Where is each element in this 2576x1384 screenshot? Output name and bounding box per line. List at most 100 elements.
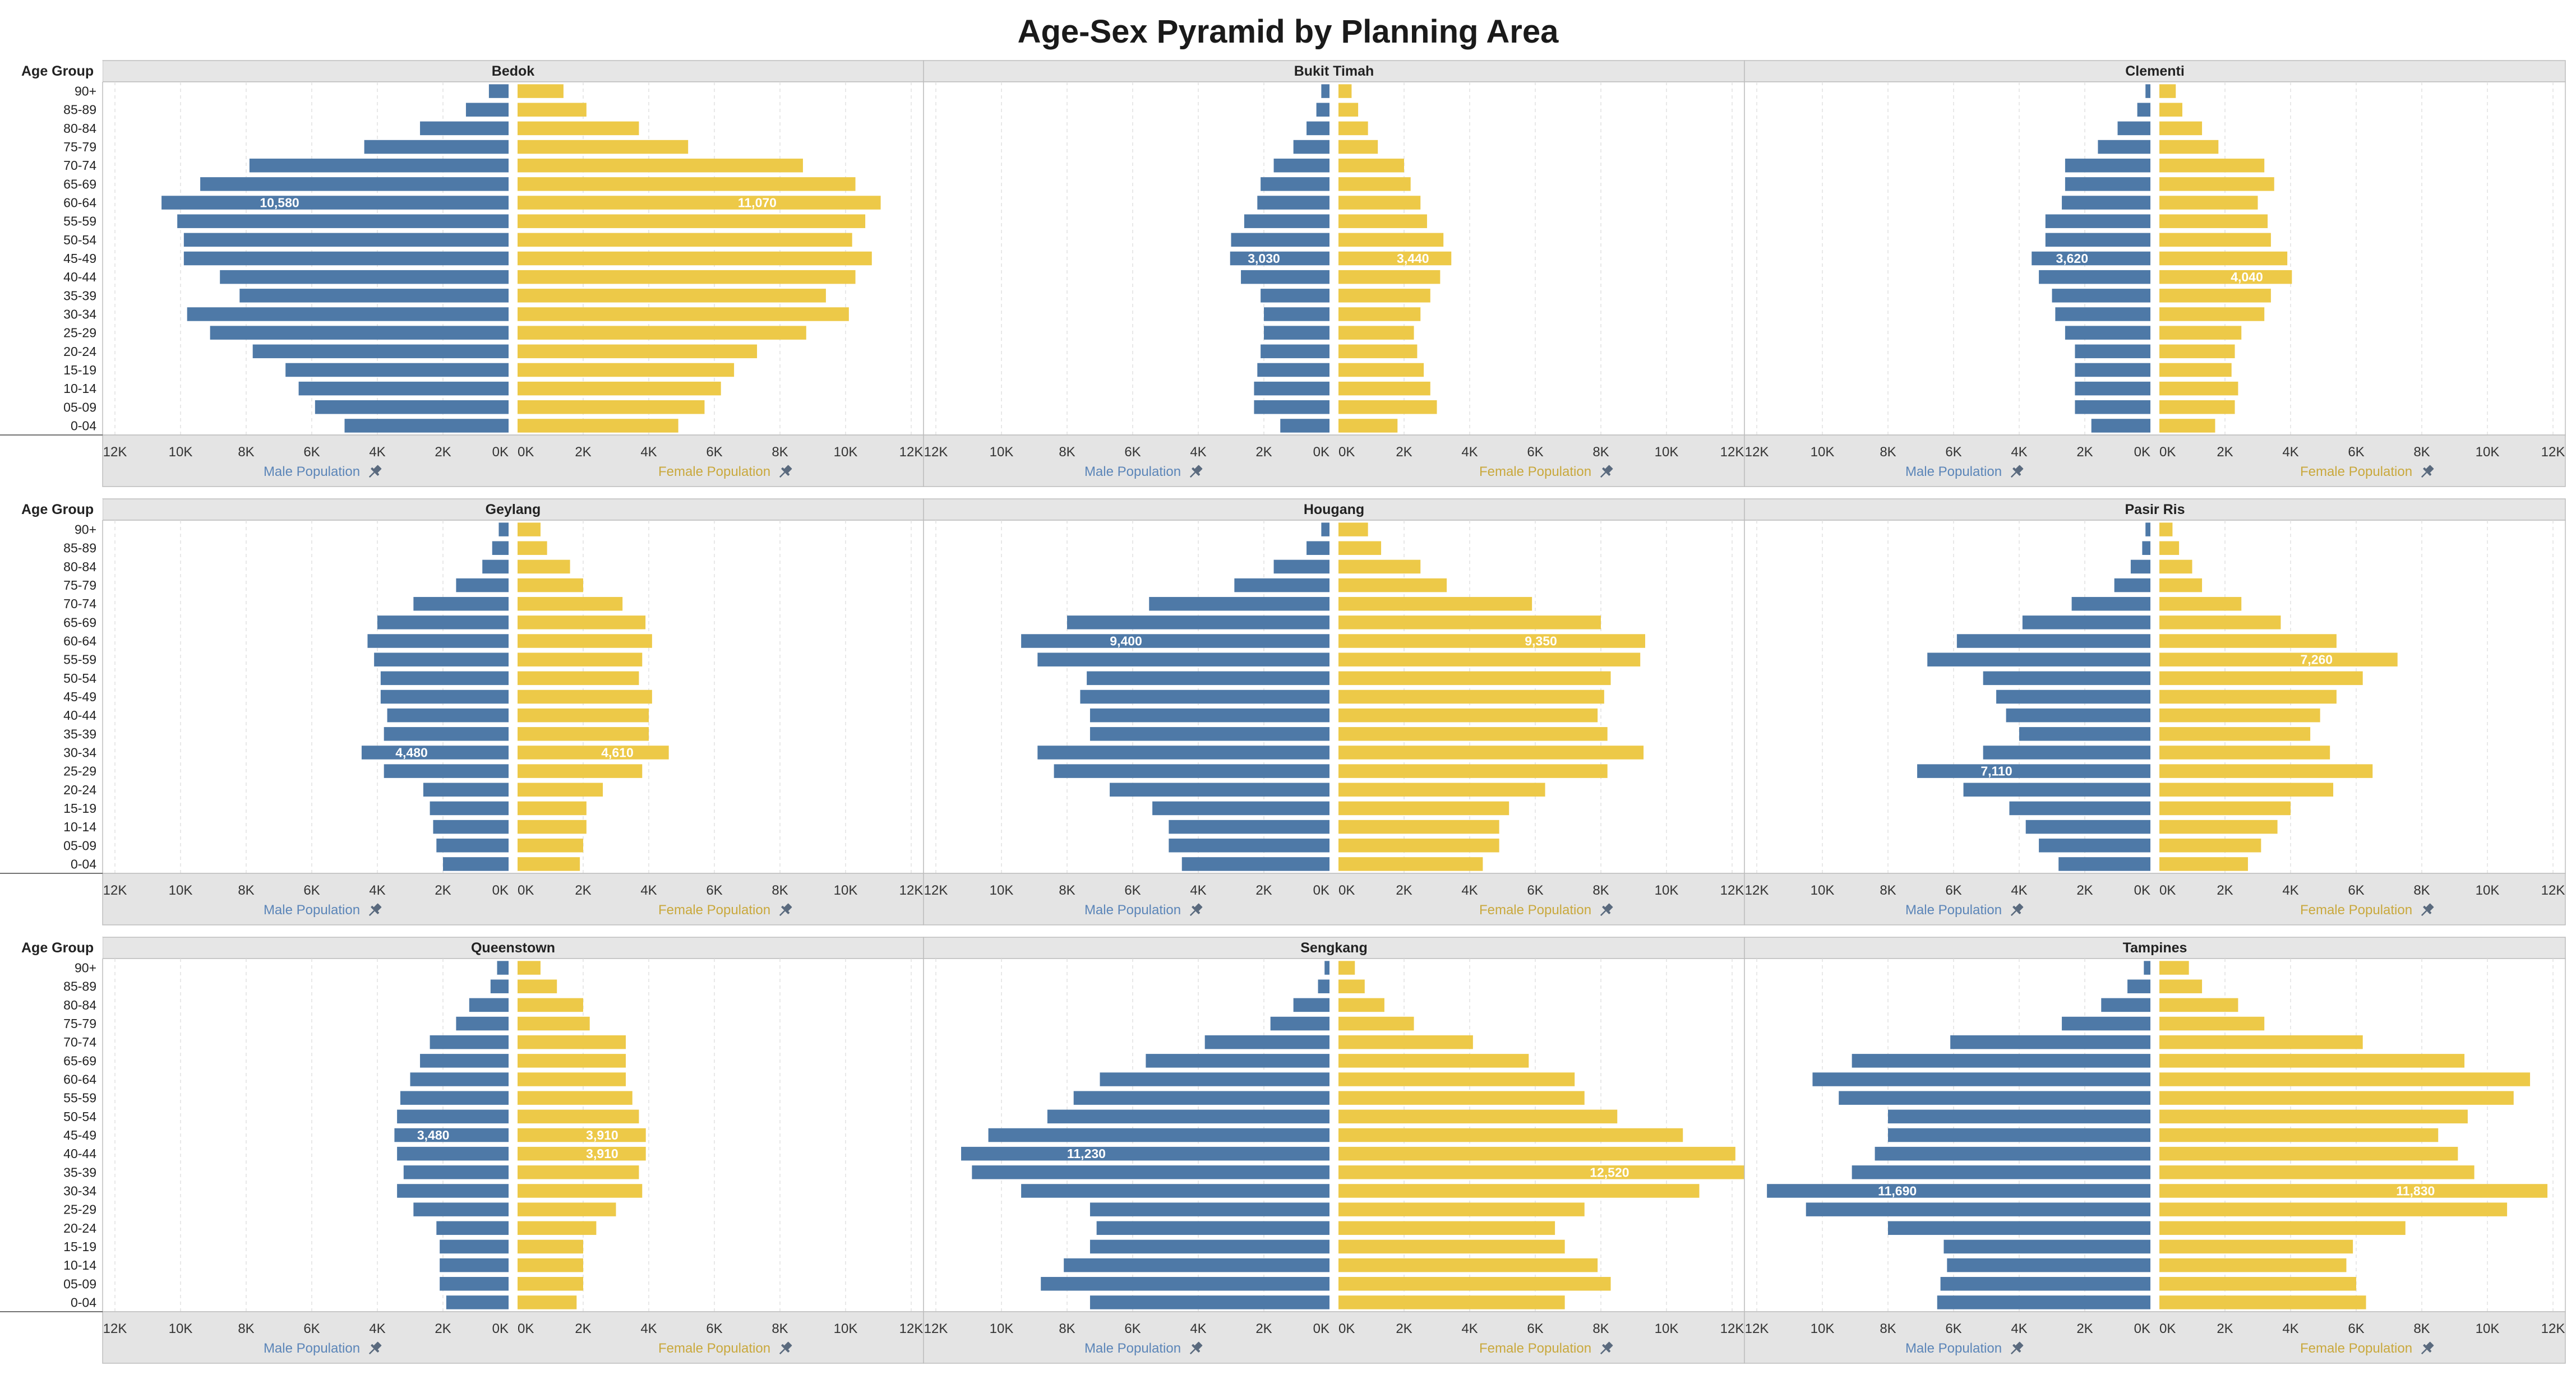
- female-bar[interactable]: [518, 251, 872, 266]
- male-bar[interactable]: [400, 1091, 509, 1105]
- male-bar[interactable]: [1181, 857, 1329, 871]
- male-bar[interactable]: [1261, 177, 1329, 191]
- male-bar[interactable]: [1090, 727, 1329, 741]
- female-bar[interactable]: [518, 652, 643, 666]
- female-bar[interactable]: [518, 363, 735, 377]
- female-bar[interactable]: [518, 559, 570, 574]
- male-bar[interactable]: [380, 671, 509, 686]
- male-bar[interactable]: [298, 381, 509, 396]
- male-bar[interactable]: [285, 363, 509, 377]
- female-bar[interactable]: [2159, 344, 2235, 359]
- female-bar[interactable]: [1338, 1072, 1575, 1086]
- female-bar[interactable]: [1338, 307, 1421, 321]
- female-bar[interactable]: [2159, 979, 2203, 993]
- female-bar[interactable]: [518, 857, 580, 871]
- male-bar[interactable]: [1264, 326, 1329, 340]
- male-bar[interactable]: [1264, 307, 1329, 321]
- male-bar[interactable]: [1273, 559, 1329, 574]
- female-bar[interactable]: [1338, 363, 1424, 377]
- female-bar[interactable]: [1338, 140, 1378, 154]
- female-bar[interactable]: [1338, 578, 1447, 593]
- female-bar[interactable]: [518, 979, 557, 993]
- female-bar[interactable]: [518, 596, 623, 611]
- female-bar[interactable]: [518, 727, 649, 741]
- female-bar[interactable]: [2159, 84, 2176, 98]
- male-bar[interactable]: [456, 578, 509, 593]
- male-bar[interactable]: [384, 764, 509, 778]
- female-bar[interactable]: [518, 121, 639, 136]
- male-bar[interactable]: [361, 746, 509, 760]
- female-bar[interactable]: [518, 801, 587, 816]
- male-bar[interactable]: [1273, 158, 1329, 173]
- female-bar[interactable]: [2159, 103, 2182, 117]
- male-bar[interactable]: [1090, 1202, 1329, 1216]
- female-bar[interactable]: [2159, 233, 2271, 247]
- male-bar[interactable]: [1812, 1072, 2150, 1086]
- male-bar[interactable]: [1067, 615, 1329, 629]
- female-bar[interactable]: [1338, 1128, 1683, 1142]
- male-bar[interactable]: [2006, 708, 2150, 723]
- male-bar[interactable]: [1950, 1035, 2150, 1049]
- female-bar[interactable]: [1338, 961, 1355, 975]
- male-bar[interactable]: [2075, 381, 2150, 396]
- male-bar[interactable]: [2142, 541, 2150, 555]
- female-bar[interactable]: [1338, 541, 1382, 555]
- female-bar[interactable]: [2159, 857, 2248, 871]
- female-bar[interactable]: [2159, 1109, 2468, 1124]
- male-bar[interactable]: [420, 1054, 509, 1068]
- male-bar[interactable]: [2091, 419, 2150, 433]
- female-bar[interactable]: [518, 578, 583, 593]
- pin-icon[interactable]: [1597, 1340, 1614, 1357]
- female-bar[interactable]: [2159, 1165, 2475, 1179]
- female-bar[interactable]: [1338, 596, 1532, 611]
- male-bar[interactable]: [2075, 400, 2150, 414]
- female-bar[interactable]: [2159, 1295, 2366, 1309]
- male-bar[interactable]: [397, 1184, 509, 1198]
- pin-icon[interactable]: [366, 1340, 383, 1357]
- female-bar[interactable]: [2159, 689, 2337, 704]
- female-bar[interactable]: [1338, 196, 1421, 210]
- male-bar[interactable]: [436, 839, 509, 853]
- male-bar[interactable]: [183, 233, 509, 247]
- female-bar[interactable]: [1338, 1016, 1414, 1031]
- male-bar[interactable]: [315, 400, 509, 414]
- male-bar[interactable]: [200, 177, 509, 191]
- male-bar[interactable]: [1947, 1258, 2150, 1272]
- male-bar[interactable]: [2137, 103, 2150, 117]
- female-bar[interactable]: [2159, 289, 2271, 303]
- male-bar[interactable]: [1839, 1091, 2150, 1105]
- female-bar[interactable]: [518, 419, 678, 433]
- male-bar[interactable]: [430, 1035, 509, 1049]
- male-bar[interactable]: [1875, 1146, 2150, 1161]
- female-bar[interactable]: [1338, 1109, 1618, 1124]
- female-bar[interactable]: [2159, 196, 2258, 210]
- female-bar[interactable]: [1338, 400, 1437, 414]
- male-bar[interactable]: [1324, 961, 1329, 975]
- male-bar[interactable]: [423, 783, 509, 797]
- male-bar[interactable]: [252, 344, 509, 359]
- female-bar[interactable]: [518, 1221, 597, 1235]
- female-bar[interactable]: [518, 381, 721, 396]
- male-bar[interactable]: [1152, 801, 1329, 816]
- female-bar[interactable]: [518, 1277, 583, 1291]
- male-bar[interactable]: [1090, 708, 1329, 723]
- female-bar[interactable]: [2159, 381, 2238, 396]
- male-bar[interactable]: [1280, 419, 1329, 433]
- female-bar[interactable]: [518, 326, 806, 340]
- female-bar[interactable]: [2159, 961, 2189, 975]
- male-bar[interactable]: [1261, 344, 1329, 359]
- male-bar[interactable]: [497, 961, 509, 975]
- female-bar[interactable]: [1338, 979, 1365, 993]
- male-bar[interactable]: [482, 559, 509, 574]
- male-bar[interactable]: [2075, 363, 2150, 377]
- male-bar[interactable]: [1917, 764, 2150, 778]
- female-bar[interactable]: [518, 344, 758, 359]
- pin-icon[interactable]: [1187, 1340, 1204, 1357]
- female-bar[interactable]: [1338, 857, 1483, 871]
- female-bar[interactable]: [1338, 652, 1641, 666]
- female-bar[interactable]: [2159, 634, 2337, 648]
- male-bar[interactable]: [2058, 857, 2150, 871]
- female-bar[interactable]: [1338, 1295, 1565, 1309]
- female-bar[interactable]: [2159, 1091, 2514, 1105]
- male-bar[interactable]: [2065, 326, 2150, 340]
